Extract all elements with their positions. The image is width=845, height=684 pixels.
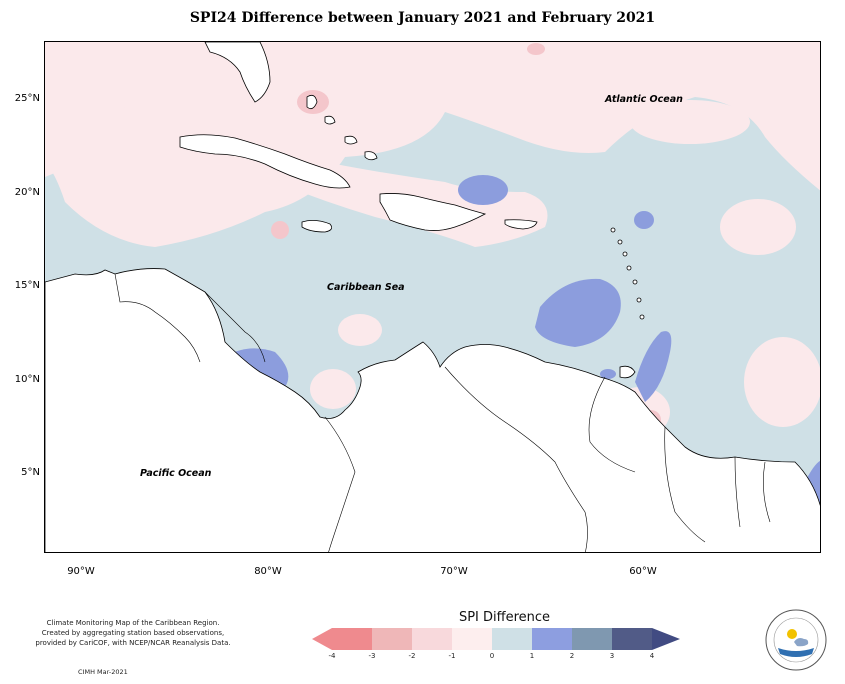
pacific-ocean-label: Pacific Ocean [140, 468, 212, 479]
legend-tick-label: -2 [408, 652, 416, 660]
legend-tick-label: -1 [448, 652, 456, 660]
atlantic-ocean-label: Atlantic Ocean [605, 94, 683, 105]
legend-title: SPI Difference [458, 610, 551, 625]
legend-cell [332, 628, 372, 650]
legend-tick-label: 3 [609, 652, 615, 660]
land-masses [45, 42, 820, 552]
lat-label-5n: 5°N [21, 467, 40, 478]
legend-tick-label: 4 [649, 652, 655, 660]
caribbean-sea-label: Caribbean Sea [327, 282, 405, 293]
footer-description: Climate Monitoring Map of the Caribbean … [18, 618, 248, 648]
footer-line-1: Climate Monitoring Map of the Caribbean … [46, 619, 220, 627]
country-borders [114, 273, 771, 552]
legend-cell [492, 628, 532, 650]
logo-wave-icon [778, 648, 814, 657]
map-title: SPI24 Difference between January 2021 an… [189, 10, 656, 26]
spi-difference-map [45, 42, 820, 552]
lat-label-10n: 10°N [14, 374, 40, 385]
cimh-logo [765, 609, 827, 671]
footer-line-2: Created by aggregating station based obs… [41, 629, 225, 637]
legend-tick-label: 1 [529, 652, 535, 660]
logo-sun-icon [787, 629, 797, 639]
logo-cloud-icon [794, 638, 809, 647]
lon-label-70w: 70°W [440, 566, 468, 577]
legend-cell [572, 628, 612, 650]
lon-label-90w: 90°W [67, 566, 95, 577]
footer-credit: CIMH Mar-2021 [78, 668, 128, 676]
legend-cell [412, 628, 452, 650]
map-area[interactable]: Atlantic Ocean Caribbean Sea Pacific Oce… [44, 41, 821, 553]
legend-cell [452, 628, 492, 650]
legend-cell [372, 628, 412, 650]
legend-tick-label: 0 [489, 652, 495, 660]
lat-label-15n: 15°N [14, 280, 40, 291]
legend-cell [532, 628, 572, 650]
lat-label-20n: 20°N [14, 187, 40, 198]
legend-tick-label: -3 [368, 652, 376, 660]
lon-label-80w: 80°W [254, 566, 282, 577]
lon-label-60w: 60°W [629, 566, 657, 577]
legend-colorbar [312, 628, 680, 650]
legend-arrow-right [652, 628, 680, 650]
lat-label-25n: 25°N [14, 93, 40, 104]
legend-tick-label: 2 [569, 652, 575, 660]
legend-arrow-left [312, 628, 332, 650]
legend-cell [612, 628, 652, 650]
footer-line-3: provided by CariCOF, with NCEP/NCAR Rean… [35, 639, 231, 647]
legend-tick-label: -4 [328, 652, 336, 660]
